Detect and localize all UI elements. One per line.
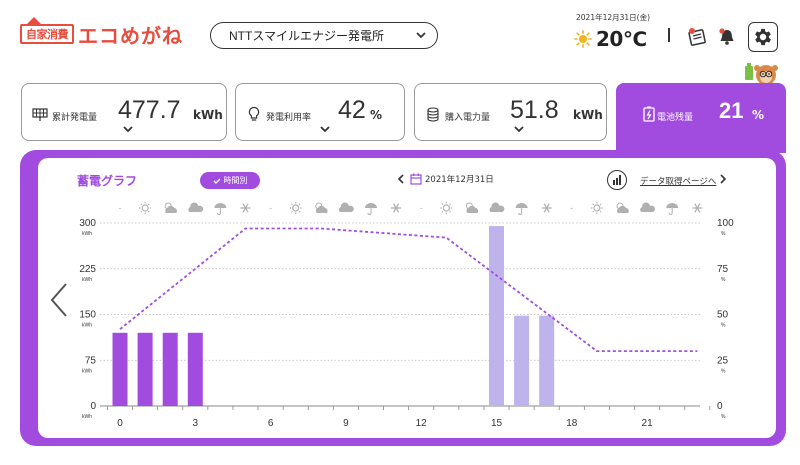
card-label: 電池残量 bbox=[657, 113, 694, 123]
app-logo[interactable]: 自家消費 エコめがね bbox=[20, 17, 183, 48]
y-left-tick-label: 0 bbox=[90, 401, 96, 412]
x-tick-label: 6 bbox=[268, 418, 274, 429]
card-value: 51.8 bbox=[510, 96, 559, 124]
card-value: 477.7 bbox=[118, 96, 181, 124]
x-tick-label: 12 bbox=[416, 418, 428, 429]
data-page-link[interactable]: データ取得ページへ bbox=[640, 177, 717, 187]
y-right-tick-label: 100 bbox=[717, 218, 734, 229]
bar-charge bbox=[514, 315, 530, 406]
card-unit: kWh bbox=[193, 108, 223, 122]
x-tick-label: 21 bbox=[642, 418, 654, 429]
bar-discharge bbox=[187, 332, 203, 406]
date-navigator: 2021年12月31日 bbox=[396, 173, 494, 185]
y-left-tick-label: 75 bbox=[85, 355, 97, 366]
bar-chart-icon bbox=[613, 175, 621, 185]
battery-level-line bbox=[119, 227, 698, 353]
battery-icon bbox=[643, 106, 655, 122]
y-left-unit-label: kWh bbox=[82, 368, 92, 374]
gear-icon bbox=[755, 28, 771, 46]
mascot-icon bbox=[745, 63, 778, 85]
x-tick-label: 0 bbox=[117, 418, 123, 429]
bar-discharge bbox=[112, 332, 128, 406]
report-icon[interactable] bbox=[686, 26, 708, 48]
chart-type-button[interactable] bbox=[607, 170, 627, 190]
check-icon bbox=[213, 178, 220, 184]
card-unit: kWh bbox=[573, 108, 603, 122]
y-left-unit-label: kWh bbox=[82, 414, 92, 420]
card-purchased-power[interactable]: 購入電力量 51.8 kWh bbox=[414, 83, 607, 141]
lightbulb-icon bbox=[248, 106, 260, 121]
card-label: 累計発電量 bbox=[52, 113, 98, 123]
y-right-tick-label: 50 bbox=[717, 310, 729, 321]
logo-home-badge: 自家消費 bbox=[20, 17, 74, 44]
chevron-down-icon bbox=[320, 126, 330, 133]
card-battery-level[interactable]: 電池残量 21 % bbox=[616, 83, 786, 153]
x-tick-label: 9 bbox=[343, 418, 349, 429]
period-toggle[interactable]: 時間別 bbox=[200, 172, 260, 189]
y-left-unit-label: kWh bbox=[82, 323, 92, 329]
bar-discharge bbox=[137, 332, 153, 406]
y-right-unit-label: % bbox=[721, 277, 726, 283]
header-separator bbox=[668, 28, 670, 42]
graph-title: 蓄電グラフ bbox=[77, 174, 138, 188]
y-right-tick-label: 25 bbox=[717, 355, 729, 366]
y-right-unit-label: % bbox=[721, 414, 726, 420]
bar-charge bbox=[539, 315, 555, 406]
x-tick-label: 15 bbox=[491, 418, 503, 429]
y-right-unit-label: % bbox=[721, 231, 726, 237]
graph-date[interactable]: 2021年12月31日 bbox=[425, 175, 494, 185]
solar-panel-icon bbox=[32, 108, 48, 121]
bell-icon[interactable] bbox=[716, 26, 738, 48]
card-unit: % bbox=[370, 108, 383, 122]
x-tick-label: 3 bbox=[193, 418, 199, 429]
y-left-tick-label: 300 bbox=[79, 218, 96, 229]
y-right-tick-label: 0 bbox=[717, 401, 723, 412]
y-right-tick-label: 75 bbox=[717, 264, 729, 275]
logo-title: エコめがね bbox=[78, 23, 183, 48]
card-utilization-rate[interactable]: 発電利用率 42 % bbox=[235, 83, 405, 141]
card-label: 購入電力量 bbox=[445, 113, 491, 123]
card-label: 発電利用率 bbox=[266, 113, 312, 123]
y-right-unit-label: % bbox=[721, 368, 726, 374]
card-total-generation[interactable]: 累計発電量 477.7 kWh bbox=[21, 83, 227, 141]
card-unit: % bbox=[752, 108, 765, 122]
chevron-down-icon bbox=[514, 126, 524, 133]
calendar-icon[interactable] bbox=[410, 173, 422, 185]
chevron-left-icon[interactable] bbox=[396, 173, 406, 185]
chevron-down-icon bbox=[123, 126, 133, 133]
previous-day-arrow-icon[interactable] bbox=[48, 280, 70, 320]
bar-charge bbox=[489, 226, 504, 406]
card-value: 21 bbox=[719, 98, 744, 123]
card-value: 42 bbox=[338, 96, 366, 124]
header-date: 2021年12月31日(金) bbox=[576, 13, 651, 22]
logo-subtitle: 自家消費 bbox=[26, 28, 69, 41]
y-left-unit-label: kWh bbox=[82, 231, 92, 237]
chevron-down-icon bbox=[416, 32, 426, 39]
weather-widget: 20℃ bbox=[574, 27, 647, 51]
provider-select[interactable]: NTTスマイルエナジー発電所 bbox=[210, 22, 438, 49]
y-right-unit-label: % bbox=[721, 323, 726, 329]
y-left-tick-label: 150 bbox=[79, 310, 96, 321]
period-toggle-label: 時間別 bbox=[223, 176, 248, 185]
chevron-right-icon[interactable] bbox=[719, 174, 727, 184]
provider-select-value: NTTスマイルエナジー発電所 bbox=[229, 29, 384, 43]
coins-icon bbox=[427, 107, 439, 122]
temperature: 20℃ bbox=[596, 27, 647, 51]
sun-icon bbox=[574, 30, 592, 48]
settings-button[interactable] bbox=[748, 22, 778, 52]
y-left-unit-label: kWh bbox=[82, 277, 92, 283]
bar-discharge bbox=[162, 332, 178, 406]
x-tick-label: 18 bbox=[566, 418, 578, 429]
y-left-tick-label: 225 bbox=[79, 264, 96, 275]
